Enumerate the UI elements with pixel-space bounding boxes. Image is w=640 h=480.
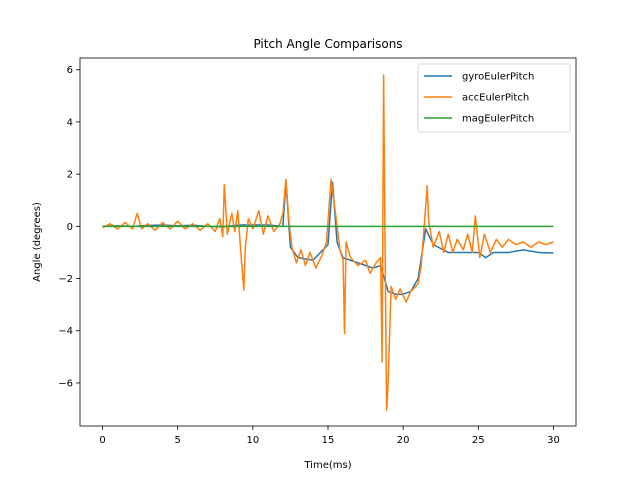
y-tick-label-0: −6 (58, 378, 73, 389)
y-axis-title: Angle (degrees) (32, 202, 43, 282)
series-line-1 (102, 74, 554, 412)
x-tick-label-3: 15 (322, 435, 335, 446)
legend-label-0: gyroEulerPitch (462, 72, 534, 83)
x-tick-label-6: 30 (547, 435, 560, 446)
x-axis: 0 5 10 15 20 25 30 (99, 426, 560, 446)
x-axis-title: Time(ms) (303, 460, 351, 471)
y-tick-label-5: 4 (67, 117, 73, 128)
x-tick-label-0: 0 (99, 435, 105, 446)
y-tick-label-3: 0 (67, 222, 73, 233)
y-tick-label-1: −4 (58, 326, 73, 337)
legend-box (417, 63, 571, 133)
x-tick-label-2: 10 (246, 435, 259, 446)
legend-label-1: accEulerPitch (462, 93, 529, 104)
series-layer (102, 74, 554, 412)
y-tick-label-4: 2 (67, 170, 73, 181)
x-tick-label-5: 25 (472, 435, 485, 446)
y-axis: −6 −4 −2 0 2 4 6 (58, 65, 80, 389)
x-tick-label-4: 20 (397, 435, 410, 446)
x-tick-label-1: 5 (175, 435, 181, 446)
y-tick-label-2: −2 (58, 274, 73, 285)
legend-label-2: magEulerPitch (462, 114, 534, 125)
chart-title: Pitch Angle Comparisons (253, 37, 402, 51)
legend: gyroEulerPitch accEulerPitch magEulerPitch (417, 63, 571, 133)
y-tick-label-6: 6 (67, 65, 73, 76)
